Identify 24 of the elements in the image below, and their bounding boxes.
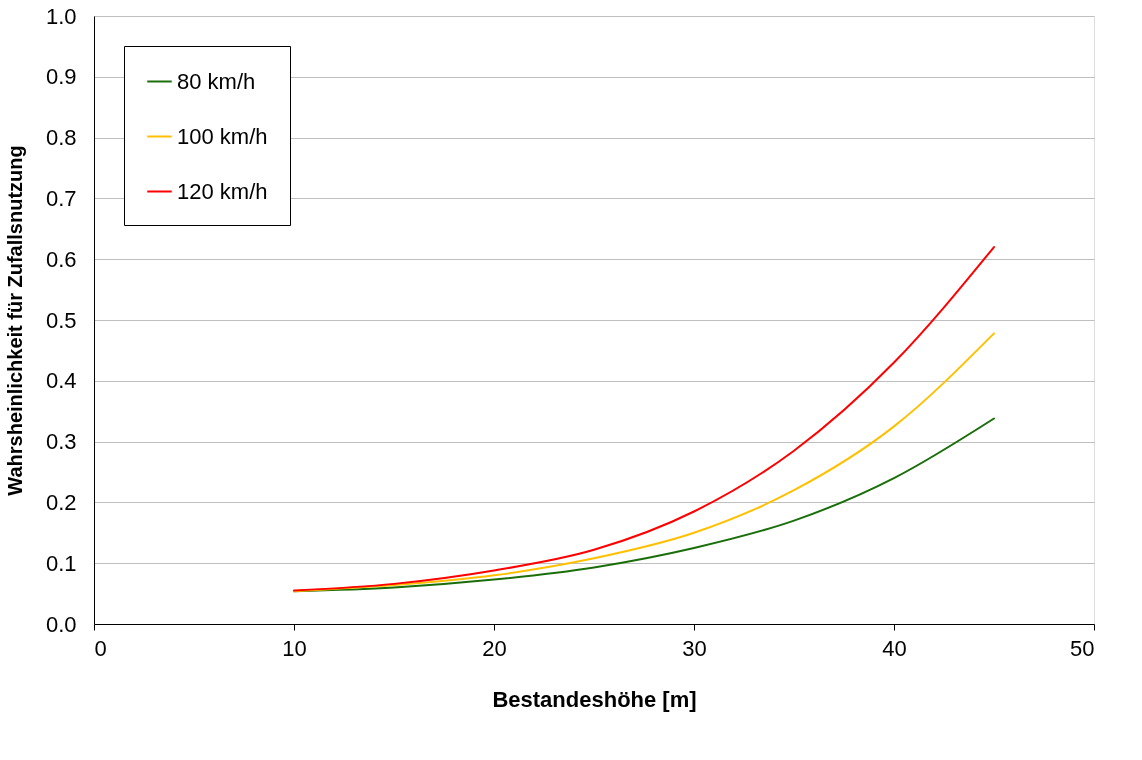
y-tick-label: 0.7 — [45, 185, 77, 211]
x-axis-title: Bestandeshöhe [m] — [492, 686, 697, 712]
y-tick-label: 0.6 — [45, 246, 77, 272]
x-tick-label: 10 — [282, 635, 307, 661]
y-tick-label: 1.0 — [45, 3, 77, 29]
line-series — [293, 246, 995, 592]
x-tick-label: 40 — [882, 635, 907, 661]
x-tick-label: 0 — [94, 635, 107, 661]
y-tick-label: 0.4 — [45, 368, 77, 394]
y-tick-label: 0.0 — [45, 611, 77, 637]
legend-label: 120 km/h — [177, 178, 268, 204]
y-tick-label: 0.1 — [45, 550, 77, 576]
legend-label: 100 km/h — [177, 123, 268, 149]
line-series — [293, 332, 995, 593]
y-tick-label: 0.9 — [45, 64, 77, 90]
x-tick-label: 20 — [482, 635, 507, 661]
y-tick-label: 0.5 — [45, 307, 77, 333]
y-tick-label: 0.3 — [45, 429, 77, 455]
y-tick-label: 0.8 — [45, 125, 77, 151]
y-axis-title: Wahrsheinlichkeit für Zufallsnutzung — [3, 145, 26, 496]
y-tick-label: 0.2 — [45, 489, 77, 515]
legend-label: 80 km/h — [177, 68, 256, 94]
x-tick-label: 30 — [682, 635, 707, 661]
x-tick-label: 50 — [1070, 635, 1095, 661]
